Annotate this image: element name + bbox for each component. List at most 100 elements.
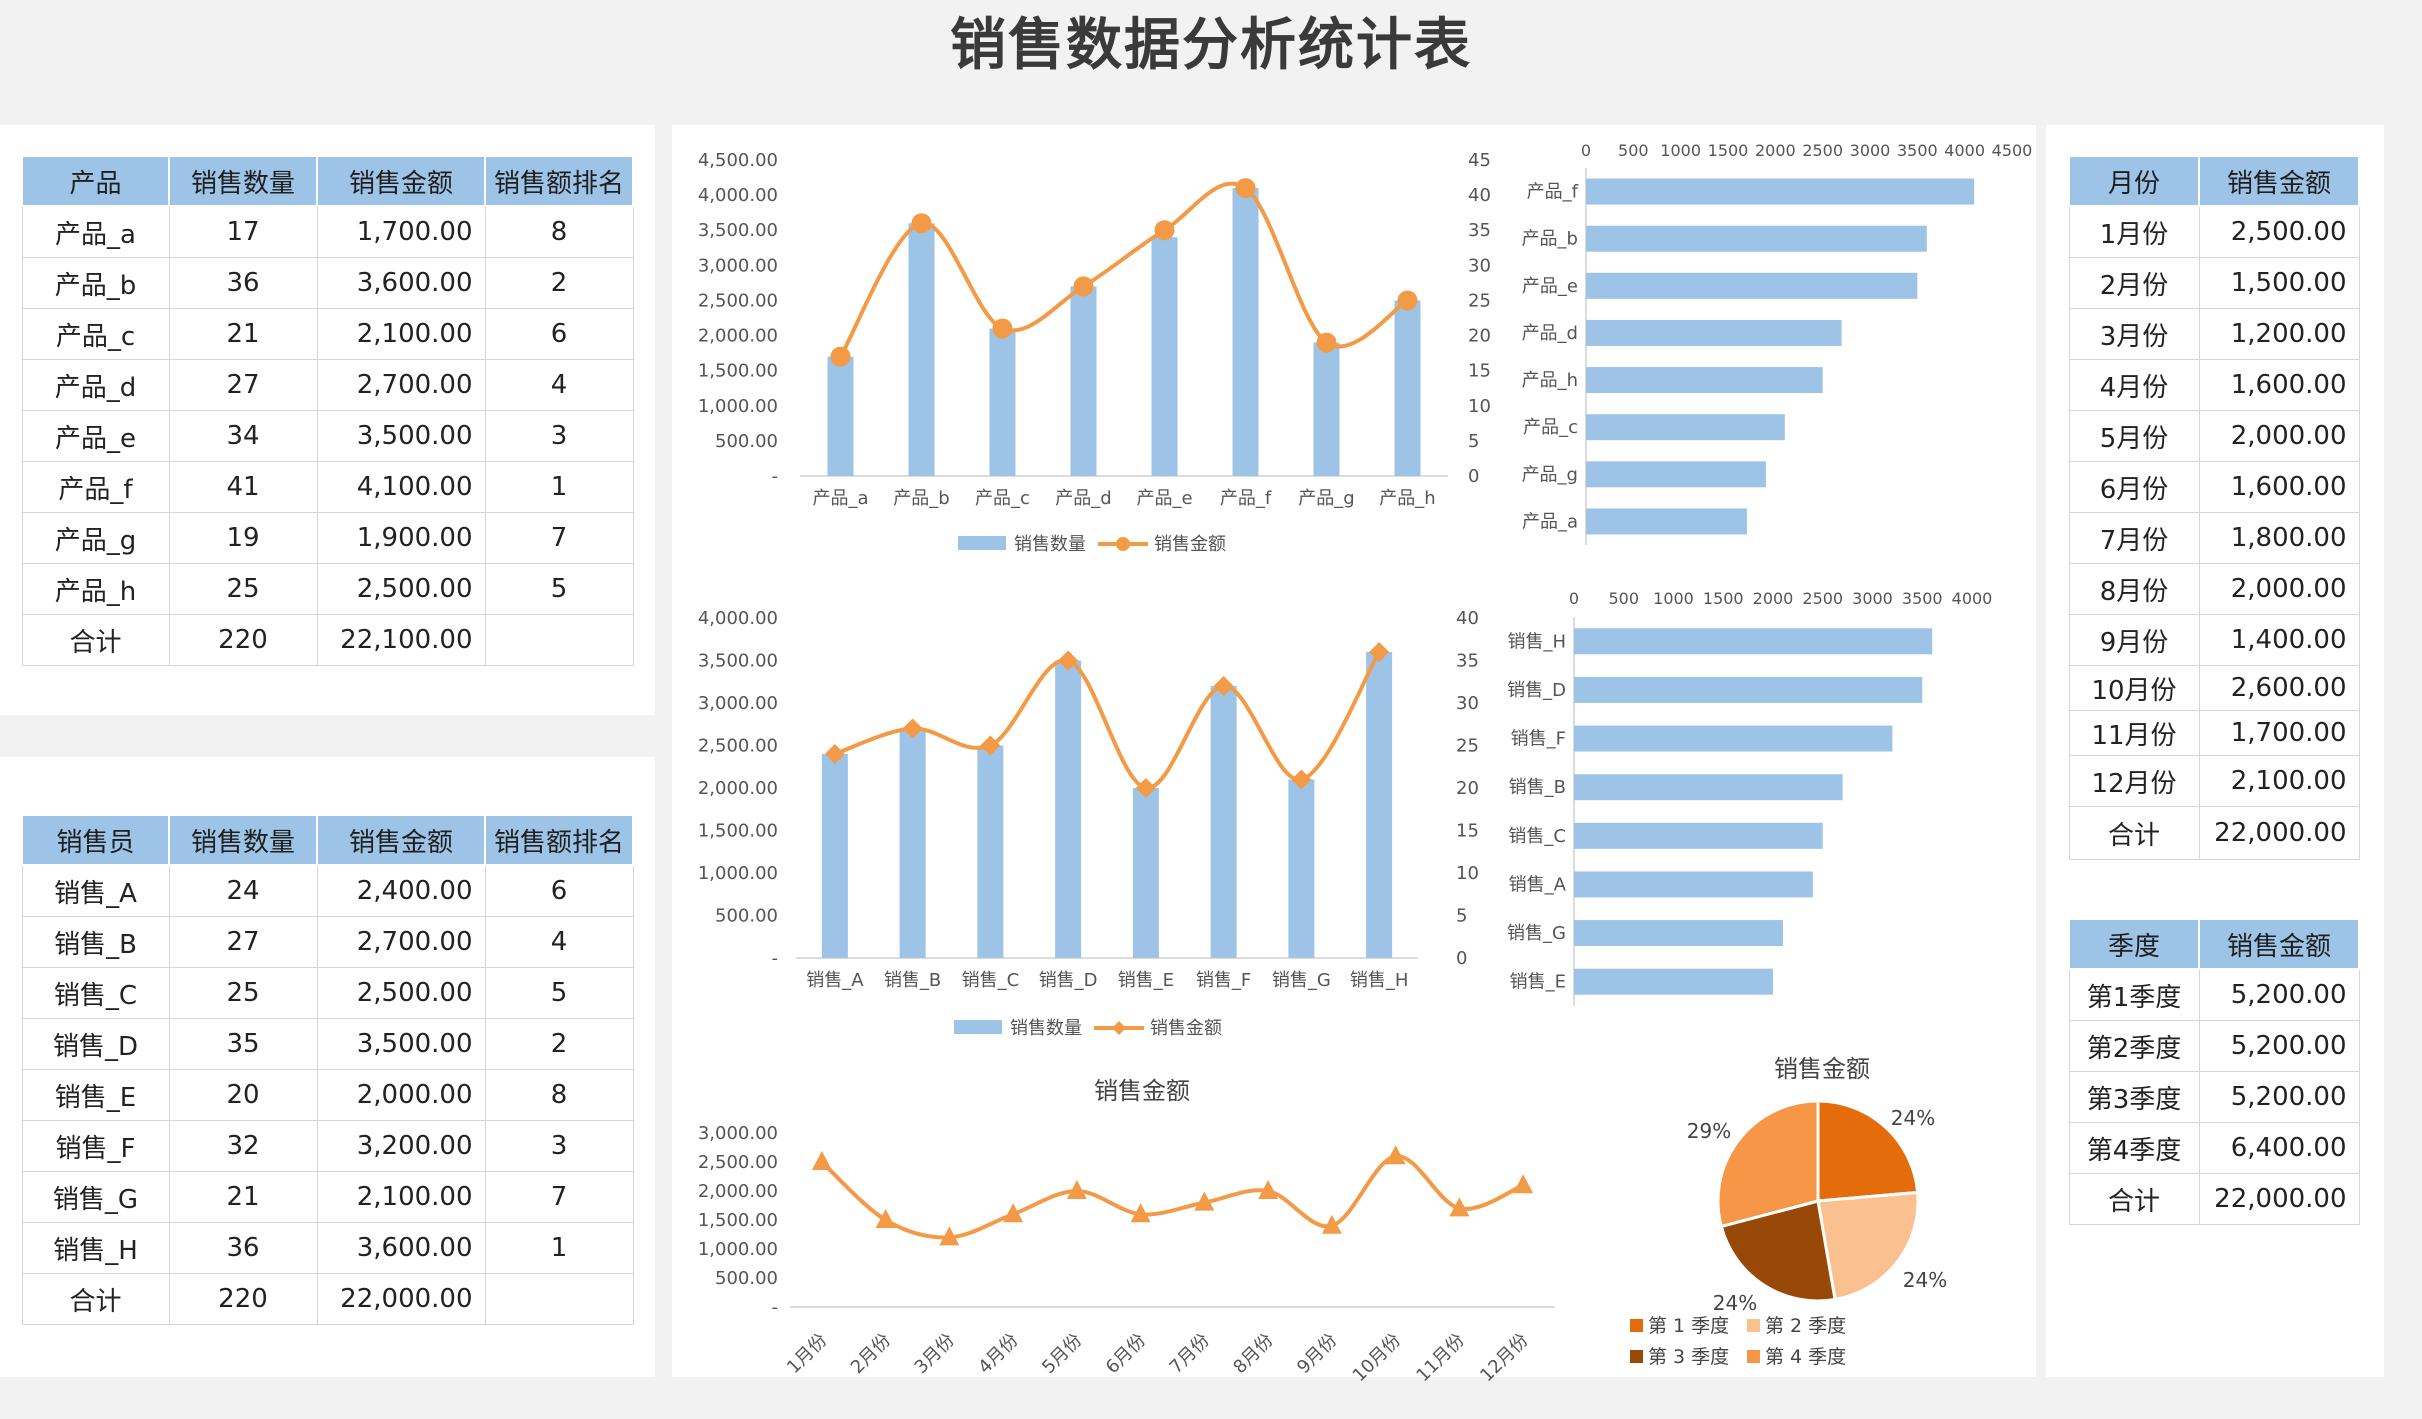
- table-cell: 3,600.00: [316, 1222, 486, 1274]
- table-cell: 合计: [21, 1273, 170, 1325]
- table-cell: 34: [168, 410, 318, 462]
- table-cell: 8月份: [2068, 563, 2200, 615]
- table-cell: 产品_b: [21, 257, 170, 309]
- table-cell: 2,700.00: [316, 359, 486, 411]
- table-row: 合计 220 22,100.00: [21, 614, 634, 666]
- table-cell: 4: [484, 359, 634, 411]
- table-cell: 1,600.00: [2198, 461, 2360, 513]
- table-cell: 5,200.00: [2198, 1071, 2360, 1123]
- table-cell: 6,400.00: [2198, 1122, 2360, 1174]
- table-cell: 12月份: [2068, 755, 2200, 807]
- table-cell: 产品_f: [21, 461, 170, 513]
- table-cell: 1: [484, 1222, 634, 1274]
- table-header-cell: 销售金额: [2198, 155, 2360, 207]
- table-row: 10月份 2,600.00: [2068, 665, 2360, 711]
- table-row: 7月份 1,800.00: [2068, 512, 2360, 564]
- table-row: 销售_H 36 3,600.00 1: [21, 1222, 634, 1274]
- table-cell: 20: [168, 1069, 318, 1121]
- table-row: 2月份 1,500.00: [2068, 257, 2360, 309]
- table-row: 第3季度 5,200.00: [2068, 1071, 2360, 1123]
- table-header-cell: 销售金额: [316, 814, 486, 866]
- table-cell: 1,400.00: [2198, 614, 2360, 666]
- table-row: 产品_h 25 2,500.00 5: [21, 563, 634, 615]
- table-row: 产品_d 27 2,700.00 4: [21, 359, 634, 411]
- table-cell: 21: [168, 308, 318, 360]
- table-cell: 产品_g: [21, 512, 170, 564]
- table-cell: 2: [484, 1018, 634, 1070]
- table-cell: 4: [484, 916, 634, 968]
- table-row: 销售_F 32 3,200.00 3: [21, 1120, 634, 1172]
- table-cell: 2,000.00: [316, 1069, 486, 1121]
- table-cell: 1,800.00: [2198, 512, 2360, 564]
- table-cell: [484, 614, 634, 666]
- table-cell: 销售_F: [21, 1120, 170, 1172]
- table-cell: 第3季度: [2068, 1071, 2200, 1123]
- table-row: 产品_a 17 1,700.00 8: [21, 205, 634, 258]
- table-cell: 22,000.00: [316, 1273, 486, 1325]
- table-cell: 3,600.00: [316, 257, 486, 309]
- table-row: 销售_G 21 2,100.00 7: [21, 1171, 634, 1223]
- table-cell: 3月份: [2068, 308, 2200, 360]
- table-header-cell: 销售额排名: [484, 814, 634, 866]
- table-row: 销售_A 24 2,400.00 6: [21, 864, 634, 917]
- table-cell: 2,000.00: [2198, 563, 2360, 615]
- table-cell: 5月份: [2068, 410, 2200, 462]
- table-cell: 2,000.00: [2198, 410, 2360, 462]
- quarter-table: 季度 销售金额 第1季度 5,200.00 第2季度 5,200.00 第3季度 5,200.…: [2068, 918, 2360, 1225]
- table-row: 3月份 1,200.00: [2068, 308, 2360, 360]
- table-cell: 2,600.00: [2198, 665, 2360, 711]
- table-cell: 合计: [2068, 806, 2200, 860]
- table-cell: 4,100.00: [316, 461, 486, 513]
- table-cell: 3,500.00: [316, 410, 486, 462]
- table-cell: 第4季度: [2068, 1122, 2200, 1174]
- table-cell: 产品_e: [21, 410, 170, 462]
- table-row: 合计 22,000.00: [2068, 806, 2360, 860]
- table-cell: 合计: [21, 614, 170, 666]
- product-table: 产品 销售数量 销售金额 销售额排名 产品_a 17 1,700.00 8 产品_b 36 3,60…: [21, 155, 634, 666]
- table-cell: 3: [484, 410, 634, 462]
- table-row: 6月份 1,600.00: [2068, 461, 2360, 513]
- table-cell: 8: [484, 1069, 634, 1121]
- table-cell: 1,200.00: [2198, 308, 2360, 360]
- table-cell: 24: [168, 864, 318, 917]
- table-row: 第2季度 5,200.00: [2068, 1020, 2360, 1072]
- table-header-cell: 销售数量: [168, 155, 318, 207]
- table-header-cell: 销售员: [21, 814, 170, 866]
- table-cell: 11月份: [2068, 710, 2200, 756]
- table-cell: 5: [484, 563, 634, 615]
- table-cell: 25: [168, 967, 318, 1019]
- table-cell: 2,100.00: [316, 1171, 486, 1223]
- table-cell: 19: [168, 512, 318, 564]
- table-cell: 27: [168, 916, 318, 968]
- table-cell: 销售_C: [21, 967, 170, 1019]
- page-title: 销售数据分析统计表: [950, 13, 1472, 78]
- table-header-cell: 产品: [21, 155, 170, 207]
- table-cell: 2,400.00: [316, 864, 486, 917]
- table-cell: 1,500.00: [2198, 257, 2360, 309]
- table-row: 销售_B 27 2,700.00 4: [21, 916, 634, 968]
- table-cell: 2,100.00: [2198, 755, 2360, 807]
- table-cell: [484, 1273, 634, 1325]
- table-header-cell: 销售金额: [2198, 918, 2360, 970]
- table-cell: 21: [168, 1171, 318, 1223]
- table-row: 5月份 2,000.00: [2068, 410, 2360, 462]
- table-cell: 220: [168, 1273, 318, 1325]
- table-header-cell: 季度: [2068, 918, 2200, 970]
- table-row: 12月份 2,100.00: [2068, 755, 2360, 807]
- table-cell: 5,200.00: [2198, 968, 2360, 1021]
- table-cell: 产品_c: [21, 308, 170, 360]
- table-header-cell: 销售金额: [316, 155, 486, 207]
- table-cell: 35: [168, 1018, 318, 1070]
- table-cell: 2: [484, 257, 634, 309]
- table-cell: 1,700.00: [2198, 710, 2360, 756]
- table-cell: 2,500.00: [316, 563, 486, 615]
- table-cell: 2月份: [2068, 257, 2200, 309]
- table-cell: 10月份: [2068, 665, 2200, 711]
- table-cell: 销售_D: [21, 1018, 170, 1070]
- table-row: 产品_f 41 4,100.00 1: [21, 461, 634, 513]
- table-cell: 销售_E: [21, 1069, 170, 1121]
- table-cell: 41: [168, 461, 318, 513]
- table-cell: 27: [168, 359, 318, 411]
- table-row: 产品_b 36 3,600.00 2: [21, 257, 634, 309]
- table-row: 4月份 1,600.00: [2068, 359, 2360, 411]
